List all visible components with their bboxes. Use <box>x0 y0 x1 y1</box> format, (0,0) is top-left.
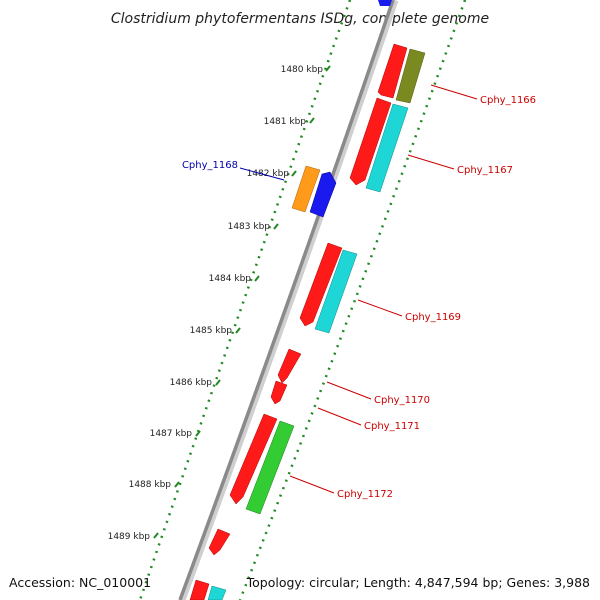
gene-label: Cphy_1172 <box>337 489 393 500</box>
backbone-ring <box>178 0 395 600</box>
tick-mark <box>153 532 159 539</box>
gene-label: Cphy_1169 <box>405 312 461 323</box>
gene-feature <box>229 413 278 505</box>
tick-mark <box>174 481 180 488</box>
gene-label: Cphy_1166 <box>480 95 536 106</box>
tick-label: 1482 kbp <box>247 169 290 179</box>
gene-feature <box>349 97 392 186</box>
gene-feature <box>377 43 408 99</box>
tick-mark <box>309 117 315 124</box>
leader-line <box>317 407 362 426</box>
leader-line <box>289 475 335 494</box>
tick-mark <box>325 65 331 72</box>
gene-label: Cphy_1170 <box>374 395 430 406</box>
leader-line <box>407 154 455 170</box>
tick-label: 1483 kbp <box>228 222 271 232</box>
tick-mark <box>273 223 279 230</box>
gene-feature <box>270 380 288 405</box>
leader-line <box>357 299 403 317</box>
inner-dotted-ring <box>238 0 467 600</box>
accession-text: Accession: NC_010001 <box>9 575 151 590</box>
gene-label: Cphy_1171 <box>364 421 420 432</box>
gene-feature <box>299 242 343 327</box>
gene-features <box>189 0 426 600</box>
tick-mark <box>254 275 260 282</box>
tick-marks <box>153 65 331 539</box>
map-title: Clostridium phytofermentans ISDg, comple… <box>111 11 489 27</box>
tick-label: 1484 kbp <box>209 274 252 284</box>
leader-line <box>430 84 478 100</box>
gene-label: Cphy_1168 <box>182 160 238 171</box>
gene-feature <box>189 579 210 600</box>
leader-line <box>326 381 372 400</box>
tick-label: 1487 kbp <box>150 429 193 439</box>
tick-label: 1488 kbp <box>129 480 172 490</box>
gene-label: Cphy_1167 <box>457 165 513 176</box>
gene-feature <box>245 420 295 515</box>
tick-mark <box>215 379 221 386</box>
tick-label: 1481 kbp <box>264 117 307 127</box>
tick-label: 1489 kbp <box>108 532 151 542</box>
tick-mark <box>291 170 297 177</box>
gene-feature <box>207 585 227 600</box>
tick-mark <box>235 327 241 334</box>
leader-line <box>239 167 285 181</box>
backbone-shadow <box>178 0 399 600</box>
gene-feature <box>395 48 426 104</box>
tick-mark <box>195 430 201 437</box>
topology-text: Topology: circular; Length: 4,847,594 bp… <box>246 575 590 590</box>
gene-feature <box>208 528 231 556</box>
gene-feature <box>309 171 337 218</box>
gene-feature <box>365 103 409 193</box>
tick-label: 1480 kbp <box>281 65 324 75</box>
tick-labels: 1480 kbp 1481 kbp 1482 kbp 1483 kbp 1484… <box>108 65 324 542</box>
tick-label: 1486 kbp <box>170 378 213 388</box>
gene-feature <box>314 249 358 334</box>
leader-lines <box>239 84 478 494</box>
gene-feature <box>378 0 392 6</box>
tick-label: 1485 kbp <box>190 326 233 336</box>
gene-feature <box>277 348 302 384</box>
gene-labels: Cphy_1166 Cphy_1167 Cphy_1168 Cphy_1169 … <box>182 95 536 500</box>
gene-feature <box>291 165 321 213</box>
